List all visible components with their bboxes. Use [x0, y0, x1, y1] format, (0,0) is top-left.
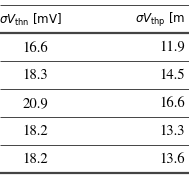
Text: $\sigma V_{\mathrm{thn}}\ \mathrm{[mV]}$: $\sigma V_{\mathrm{thn}}\ \mathrm{[mV]}$	[0, 12, 62, 28]
Text: 18.3: 18.3	[23, 69, 48, 82]
Text: 13.6: 13.6	[160, 153, 185, 166]
Text: 16.6: 16.6	[160, 97, 185, 110]
Text: 16.6: 16.6	[23, 41, 48, 54]
Text: 20.9: 20.9	[23, 97, 48, 110]
Text: 11.9: 11.9	[160, 41, 185, 54]
Text: 18.2: 18.2	[23, 125, 48, 138]
Text: 18.2: 18.2	[23, 153, 48, 166]
Text: $\sigma V_{\mathrm{thp}}\ \mathrm{[m}$: $\sigma V_{\mathrm{thp}}\ \mathrm{[m}$	[135, 11, 185, 29]
Text: 14.5: 14.5	[160, 69, 185, 82]
Text: 13.3: 13.3	[160, 125, 185, 138]
